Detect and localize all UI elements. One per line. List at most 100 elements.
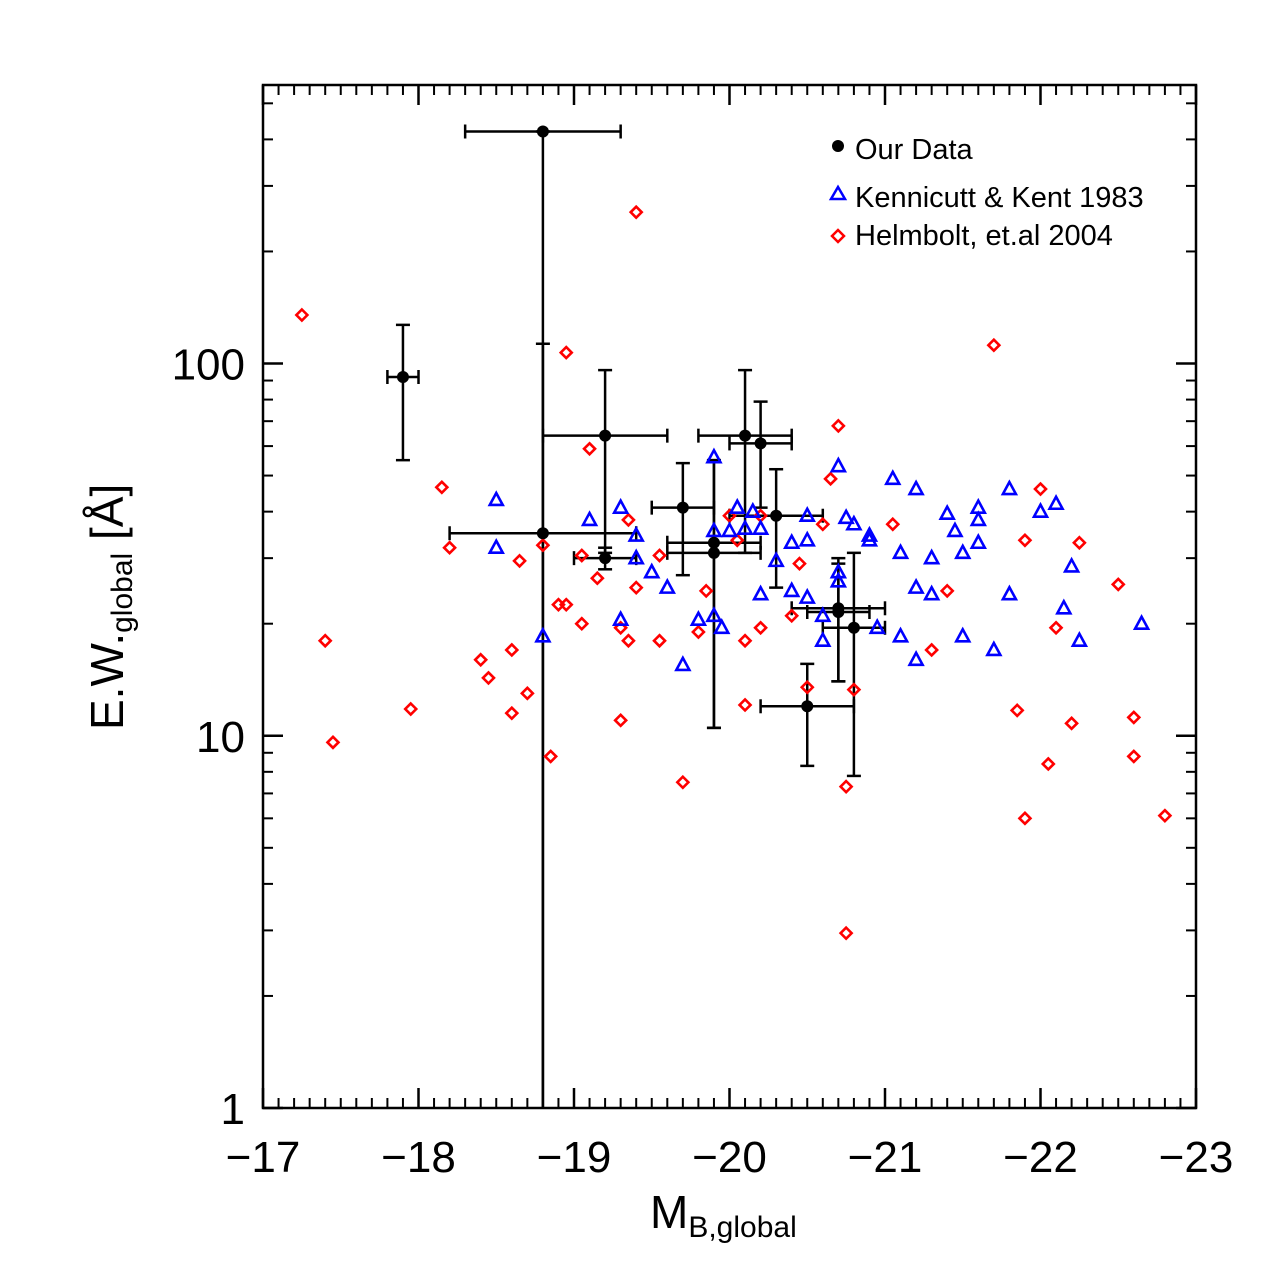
kennicutt-point	[954, 626, 972, 643]
helmbolt-point	[442, 540, 457, 556]
y-tick-label: 100	[172, 341, 245, 390]
helmbolt-point	[1110, 577, 1126, 592]
helmbolt-point	[1126, 710, 1142, 725]
helmbolt-point	[729, 532, 745, 548]
helmbolt-point	[986, 337, 1002, 353]
helmbolt-point	[1048, 620, 1064, 636]
kennicutt-point	[487, 490, 505, 507]
kennicutt-point	[985, 640, 1003, 657]
kennicutt-point	[907, 577, 925, 594]
helmbolt-point	[473, 652, 489, 668]
kennicutt-point	[751, 518, 770, 535]
legend-marker-our-data	[832, 140, 844, 152]
helmbolt-point	[846, 682, 862, 697]
x-tick-label: −22	[1003, 1133, 1078, 1182]
helmbolt-point	[1033, 481, 1048, 497]
helmbolt-point	[838, 925, 854, 941]
helmbolt-point	[1126, 749, 1142, 764]
our-data-point	[396, 370, 409, 383]
helmbolt-point	[325, 735, 341, 750]
legend-marker-helmbolt	[830, 228, 846, 244]
helmbolt-point	[1017, 810, 1033, 826]
helmbolt-point	[512, 553, 527, 569]
helmbolt-point	[621, 633, 636, 649]
helmbolt-point	[924, 642, 939, 658]
our-data-point	[770, 509, 783, 522]
our-data-point	[754, 437, 767, 450]
helmbolt-point	[652, 633, 667, 649]
kennicutt-point	[643, 562, 661, 579]
kennicutt-point	[798, 506, 816, 523]
kennicutt-point	[713, 618, 731, 635]
y-axis-title: E.W.global [Å]	[81, 484, 139, 730]
helmbolt-point	[823, 471, 838, 487]
our-data-point	[676, 501, 689, 514]
helmbolt-point	[737, 633, 753, 649]
y-tick-label: 1	[221, 1085, 245, 1134]
kennicutt-point	[1062, 556, 1081, 573]
helmbolt-point	[520, 686, 535, 701]
our-data-point	[707, 546, 720, 559]
kennicutt-point	[658, 577, 676, 594]
kennicutt-point	[829, 562, 848, 579]
kennicutt-point	[907, 479, 925, 496]
our-data-point	[599, 429, 612, 442]
helmbolt-point	[434, 479, 450, 495]
kennicutt-point	[1070, 631, 1089, 648]
helmbolt-point	[698, 583, 714, 599]
helmbolt-point	[1064, 715, 1079, 731]
kennicutt-point	[705, 606, 723, 623]
kennicutt-point	[487, 537, 505, 555]
kennicutt-point	[1047, 494, 1065, 511]
kennicutt-point	[814, 606, 832, 623]
kennicutt-point	[783, 533, 801, 550]
helmbolt-point	[753, 620, 768, 636]
helmbolt-point	[621, 512, 636, 528]
helmbolt-point	[737, 697, 753, 713]
our-data-point	[847, 621, 860, 634]
helmbolt-point	[574, 548, 590, 563]
kennicutt-point	[705, 521, 723, 538]
kennicutt-point	[534, 626, 552, 643]
helmbolt-point	[294, 307, 310, 323]
kennicutt-point	[728, 497, 746, 514]
kennicutt-point	[922, 584, 941, 601]
legend-label-helmbolt: Helmbolt, et.al 2004	[855, 220, 1113, 252]
helmbolt-point	[574, 616, 590, 632]
helmbolt-point	[815, 516, 831, 532]
kennicutt-point	[860, 530, 879, 547]
legend-label-our-data: Our Data	[855, 134, 974, 166]
legend: Our Data Kennicutt & Kent 1983 Helmbolt,…	[828, 134, 1144, 252]
kennicutt-point	[751, 584, 770, 601]
kennicutt-point	[1000, 479, 1019, 496]
kennicutt-point	[946, 521, 964, 538]
kennicutt-point	[736, 518, 754, 535]
kennicutt-point	[705, 447, 723, 464]
kennicutt-point	[938, 503, 956, 520]
our-data-point	[536, 125, 549, 138]
kennicutt-point	[627, 525, 645, 542]
kennicutt-point	[1031, 501, 1050, 518]
helmbolt-point	[558, 597, 574, 612]
kennicutt-point	[884, 469, 902, 486]
helmbolt-point	[691, 624, 706, 640]
our-data-point	[832, 606, 845, 619]
helmbolt-point	[504, 642, 520, 658]
major-ticks	[261, 85, 1198, 1110]
helmbolt-point	[652, 548, 667, 563]
kennicutt-point	[891, 543, 910, 560]
helmbolt-point	[1072, 535, 1087, 551]
kennicutt-point	[868, 618, 886, 635]
kennicutt-point	[954, 543, 972, 560]
helmbolt-point	[403, 701, 419, 717]
helmbolt-point	[1157, 808, 1173, 824]
x-tick-label: −21	[848, 1133, 923, 1182]
kennicutt-point	[689, 609, 708, 627]
legend-marker-kennicutt	[828, 184, 848, 201]
kennicutt-point	[744, 501, 762, 518]
kennicutt-point	[860, 525, 879, 542]
helmbolt-point	[1040, 756, 1056, 772]
x-tick-label: −17	[226, 1133, 301, 1182]
kennicutt-point	[580, 510, 599, 527]
y-tick-label: 10	[196, 713, 245, 762]
